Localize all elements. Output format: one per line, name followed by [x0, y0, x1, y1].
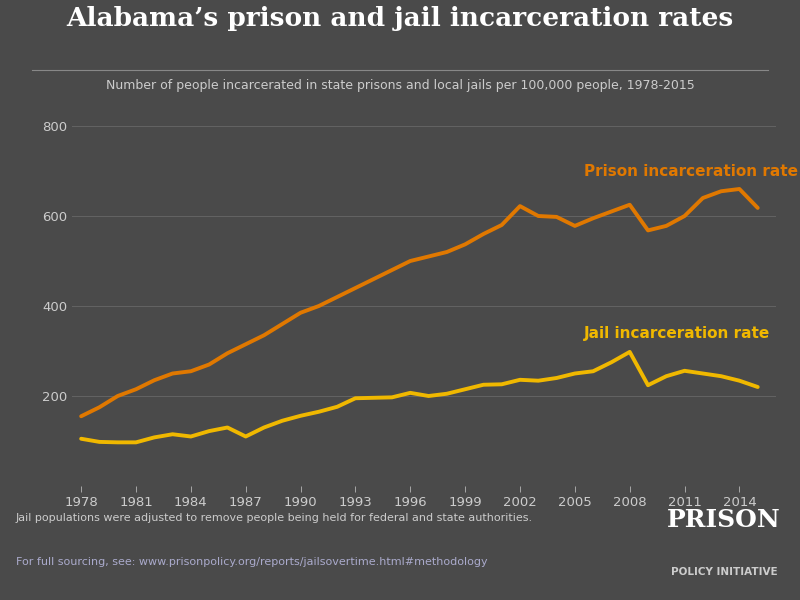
- Text: POLICY INITIATIVE: POLICY INITIATIVE: [670, 568, 778, 577]
- Text: Number of people incarcerated in state prisons and local jails per 100,000 peopl: Number of people incarcerated in state p…: [106, 79, 694, 92]
- Text: For full sourcing, see: www.prisonpolicy.org/reports/jailsovertime.html#methodol: For full sourcing, see: www.prisonpolicy…: [16, 557, 488, 567]
- Text: Alabama’s prison and jail incarceration rates: Alabama’s prison and jail incarceration …: [66, 6, 734, 31]
- Text: Jail incarceration rate: Jail incarceration rate: [584, 326, 770, 341]
- Text: Jail populations were adjusted to remove people being held for federal and state: Jail populations were adjusted to remove…: [16, 513, 533, 523]
- Text: Prison incarceration rate: Prison incarceration rate: [584, 163, 798, 179]
- Text: PRISON: PRISON: [667, 508, 781, 532]
